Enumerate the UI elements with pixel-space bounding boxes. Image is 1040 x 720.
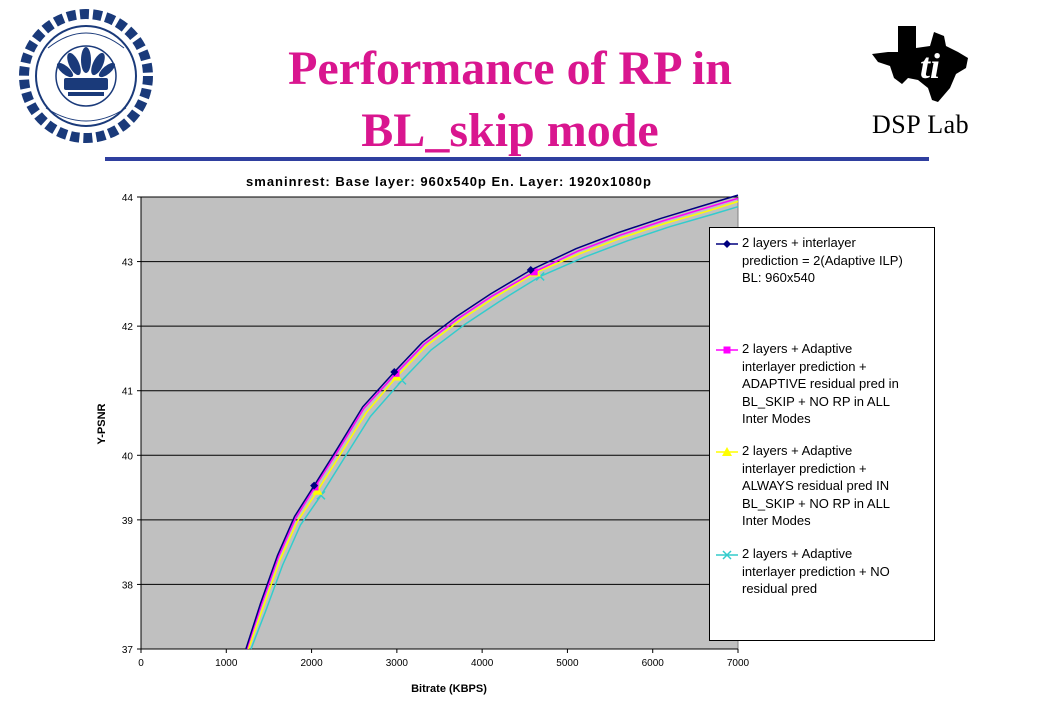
slide-title: Performance of RP in BL_skip mode	[200, 38, 820, 162]
x-tick-label: 5000	[556, 658, 579, 669]
y-tick-label: 41	[122, 387, 134, 398]
chart-legend: 2 layers + interlayer prediction = 2(Adap…	[709, 227, 935, 641]
x-axis-label: Bitrate (KBPS)	[411, 683, 487, 695]
legend-text: ADAPTIVE residual pred in	[742, 376, 899, 391]
y-tick-label: 43	[122, 258, 134, 269]
slide-title-line-1: Performance of RP in	[288, 42, 732, 95]
series-line	[246, 197, 739, 650]
x-tick-label: 7000	[727, 658, 750, 669]
legend-text: interlayer prediction +	[742, 358, 867, 374]
y-tick-label: 40	[122, 451, 134, 462]
dsp-lab-logo: ti DSP Lab	[868, 22, 998, 142]
ti-logo-icon: ti	[872, 26, 968, 102]
y-tick-label: 39	[122, 516, 134, 527]
legend-text: 2 layers + Adaptive	[742, 443, 853, 458]
x-tick-label: 3000	[386, 658, 409, 669]
legend-marker-symbol	[723, 240, 731, 248]
legend-text: BL_SKIP + NO RP in ALL	[742, 393, 891, 409]
series-1	[245, 194, 739, 650]
slide-title-line-2: BL_skip mode	[361, 104, 659, 157]
legend-text: 2 layers + Adaptive	[742, 546, 853, 561]
legend-text: Inter Modes	[742, 411, 811, 426]
legend-item-1: 2 layers + interlayer prediction = 2(Adap…	[716, 234, 930, 287]
series-4	[250, 205, 739, 650]
legend-item-3: 2 layers + Adaptive interlayer prediction…	[716, 442, 930, 530]
legend-text: interlayer prediction + NO	[742, 563, 890, 579]
grid-lines	[137, 196, 739, 653]
data-point-marker	[530, 268, 538, 276]
data-point-marker	[310, 481, 319, 490]
legend-text: Inter Modes	[742, 513, 811, 528]
series-line	[250, 205, 739, 650]
series-line	[247, 200, 739, 650]
legend-text: 2 layers + Adaptive	[742, 341, 853, 356]
plot-area	[140, 196, 739, 650]
y-tick-label: 38	[122, 580, 134, 591]
x-tick-label: 2000	[300, 658, 323, 669]
series-group	[245, 194, 739, 650]
x-tick-label: 1000	[215, 658, 238, 669]
title-divider	[105, 157, 929, 161]
y-tick-label: 42	[122, 322, 134, 333]
y-axis-label: Y-PSNR	[96, 403, 108, 444]
y-tick-label: 37	[122, 645, 134, 656]
legend-marker-symbol	[723, 346, 731, 354]
data-point-marker	[526, 265, 535, 274]
dsp-lab-label: DSP Lab	[872, 110, 970, 139]
x-tick-label: 0	[138, 658, 144, 669]
series-line	[245, 194, 739, 650]
legend-marker	[716, 240, 738, 248]
legend-text: interlayer prediction +	[742, 460, 867, 476]
x-tick-label: 4000	[471, 658, 494, 669]
legend-text: prediction = 2(Adaptive ILP)	[742, 252, 903, 268]
y-tick-label: 44	[122, 193, 134, 204]
legend-marker-symbol	[722, 447, 732, 456]
svg-text:ti: ti	[920, 46, 940, 86]
x-tick-labels: 0 1000 2000 3000 4000 5000 6000 7000	[138, 658, 749, 669]
data-point-marker	[390, 367, 399, 376]
legend-text: BL: 960x540	[742, 270, 816, 285]
x-tick-label: 6000	[642, 658, 665, 669]
legend-marker	[716, 346, 738, 354]
institute-logo	[19, 9, 153, 143]
legend-marker	[716, 447, 738, 456]
chart-title: smaninrest: Base layer: 960x540p En. Lay…	[246, 174, 652, 189]
y-tick-labels: 37 38 39 40 41 42 43 44	[122, 193, 134, 656]
legend-item-2: 2 layers + Adaptive interlayer prediction…	[716, 340, 930, 428]
legend-text: BL_SKIP + NO RP in ALL	[742, 495, 891, 511]
legend-marker	[716, 550, 738, 560]
psnr-bitrate-chart: 37 38 39 40 41 42 43 44 0 1000 2000 3000 4000 5000 60…	[96, 174, 750, 695]
legend-text: ALWAYS residual pred IN	[742, 478, 890, 493]
legend-item-4: 2 layers + Adaptive interlayer prediction…	[716, 545, 930, 598]
legend-text: residual pred	[742, 581, 818, 596]
legend-text: 2 layers + interlayer	[742, 235, 856, 250]
legend-marker-symbol	[722, 550, 732, 560]
